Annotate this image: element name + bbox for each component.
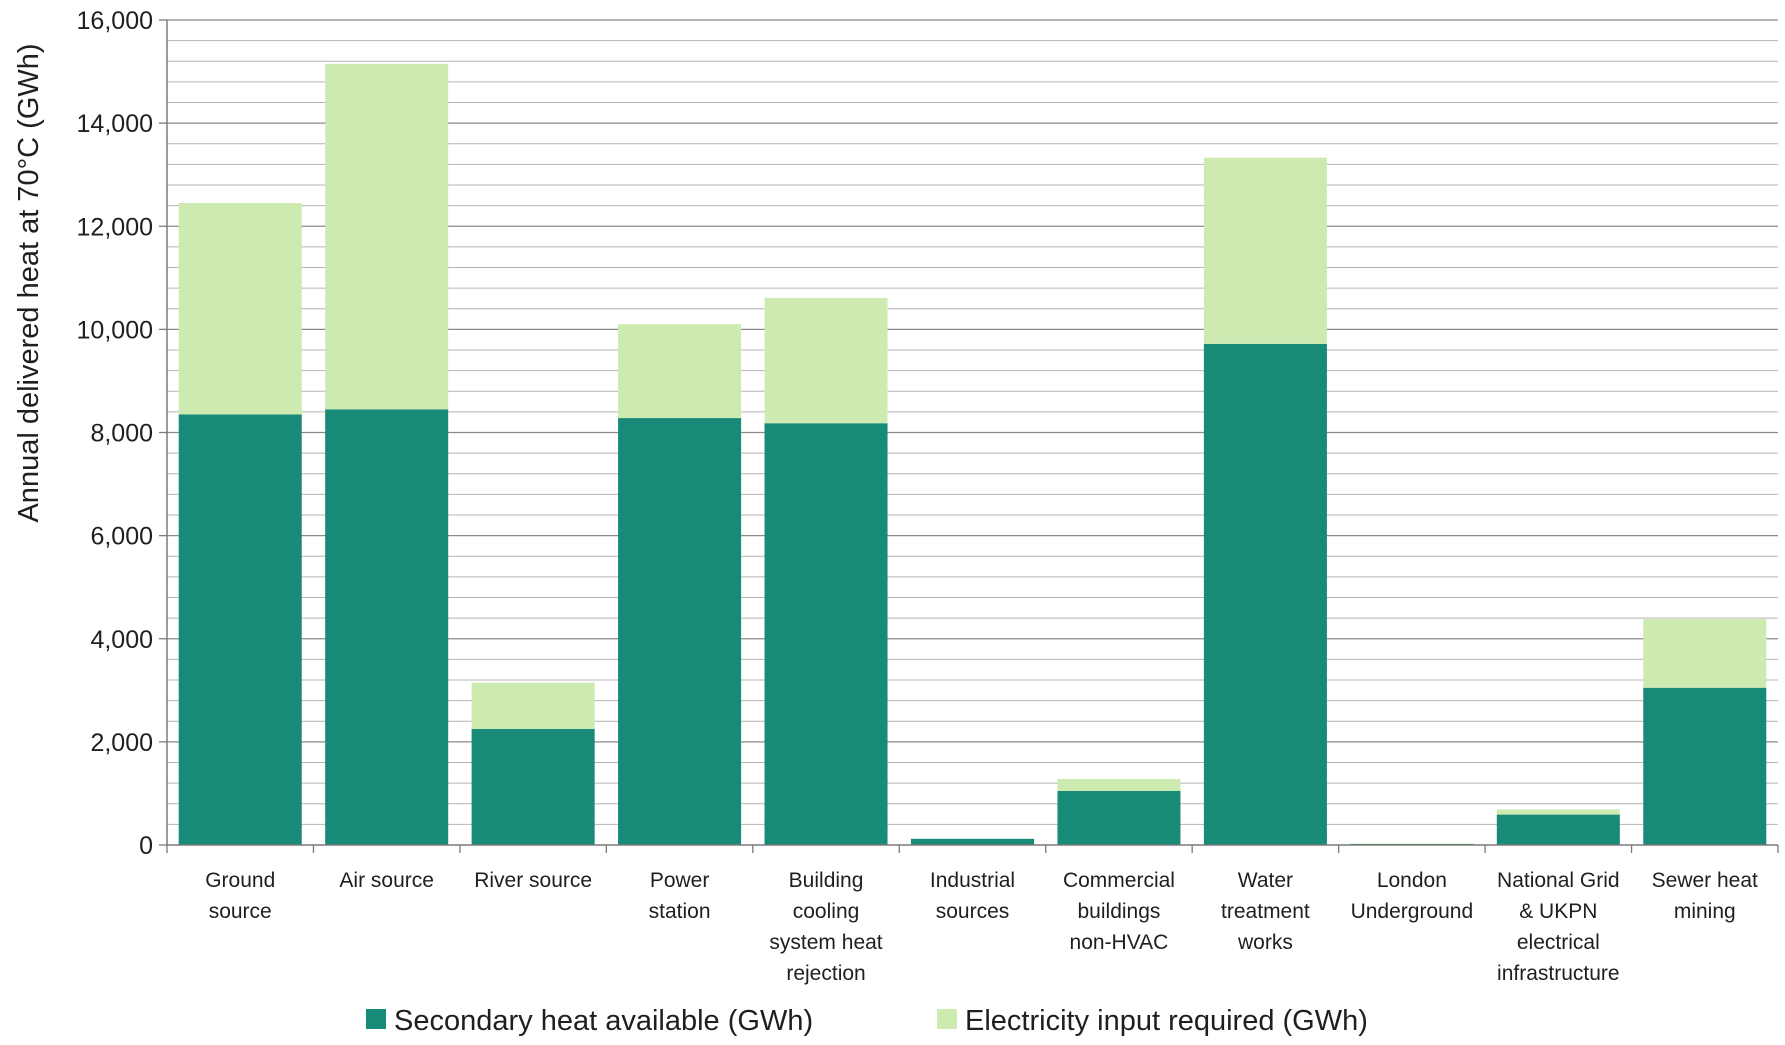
legend-item-electricity-input: Electricity input required (GWh) — [937, 1005, 1368, 1037]
bar-electricity-input — [618, 324, 742, 419]
bar-electricity-input — [1350, 843, 1474, 844]
y-tick-label: 0 — [139, 832, 153, 860]
y-axis-title: Annual delivered heat at 70°C (GWh) — [13, 43, 45, 522]
bar-secondary-heat — [910, 838, 1035, 845]
x-category-label: London — [1377, 869, 1447, 892]
legend-item-secondary-heat: Secondary heat available (GWh) — [366, 1005, 813, 1037]
y-tick-label: 16,000 — [77, 7, 153, 35]
bar-secondary-heat — [618, 418, 742, 845]
x-category-label: source — [209, 900, 272, 923]
bar-secondary-heat — [471, 728, 595, 845]
y-tick-label: 14,000 — [77, 110, 153, 138]
bar-secondary-heat — [178, 414, 302, 845]
bar-secondary-heat — [1643, 687, 1767, 845]
bar-secondary-heat — [1496, 814, 1620, 845]
bar-secondary-heat — [1057, 790, 1181, 845]
bar-electricity-input — [471, 682, 595, 729]
x-category-label: National Grid — [1497, 869, 1620, 892]
x-category-label: Ground — [205, 869, 275, 892]
x-category-label: treatment — [1221, 900, 1310, 923]
y-tick-label: 12,000 — [77, 213, 153, 241]
x-category-label: works — [1237, 931, 1293, 954]
x-category-label: Sewer heat — [1652, 869, 1758, 892]
y-tick-label: 8,000 — [90, 420, 153, 448]
bar-electricity-input — [1203, 157, 1327, 344]
x-category-label: buildings — [1078, 900, 1161, 923]
y-tick-label: 4,000 — [90, 626, 153, 654]
x-category-label: mining — [1674, 900, 1736, 923]
x-category-label: Underground — [1351, 900, 1474, 923]
x-category-label: & UKPN — [1519, 900, 1597, 923]
legend-label: Electricity input required (GWh) — [965, 1005, 1368, 1037]
x-category-label: infrastructure — [1497, 962, 1620, 985]
bar-secondary-heat — [325, 409, 449, 845]
legend-label: Secondary heat available (GWh) — [394, 1005, 813, 1037]
x-category-label: Power — [650, 869, 710, 892]
x-category-label: station — [649, 900, 711, 923]
y-tick-label: 2,000 — [90, 729, 153, 757]
bar-electricity-input — [764, 297, 888, 424]
x-category-label: Air source — [339, 869, 434, 892]
bar-electricity-input — [1496, 809, 1620, 815]
x-category-label: system heat — [769, 931, 882, 954]
bar-secondary-heat — [1203, 343, 1327, 845]
x-category-label: rejection — [786, 962, 865, 985]
bar-electricity-input — [178, 203, 302, 415]
bar-electricity-input — [325, 63, 449, 410]
bars — [178, 63, 1767, 845]
bar-secondary-heat — [764, 423, 888, 845]
bar-electricity-input — [1057, 779, 1181, 791]
x-category-label: electrical — [1517, 931, 1600, 954]
y-tick-label: 10,000 — [77, 316, 153, 344]
axes — [159, 19, 1779, 853]
x-category-label: Water — [1238, 869, 1293, 892]
x-category-label: Building — [789, 869, 864, 892]
x-category-label: non-HVAC — [1070, 931, 1169, 954]
y-tick-labels: 0 2,000 4,000 6,000 8,000 10,000 12,000 14,000 1… — [77, 7, 153, 860]
legend-swatch — [366, 1009, 386, 1029]
x-category-label: River source — [474, 869, 592, 892]
x-category-label: cooling — [793, 900, 860, 923]
y-tick-label: 6,000 — [90, 523, 153, 551]
legend: Secondary heat available (GWh) Electricit… — [366, 1005, 1368, 1037]
x-category-label: sources — [936, 900, 1010, 923]
x-category-label: Industrial — [930, 869, 1015, 892]
x-category-label: Commercial — [1063, 869, 1175, 892]
legend-swatch — [937, 1009, 957, 1029]
x-category-labels: Ground source Air source River source Power s… — [205, 869, 1758, 985]
bar-electricity-input — [1643, 619, 1767, 688]
